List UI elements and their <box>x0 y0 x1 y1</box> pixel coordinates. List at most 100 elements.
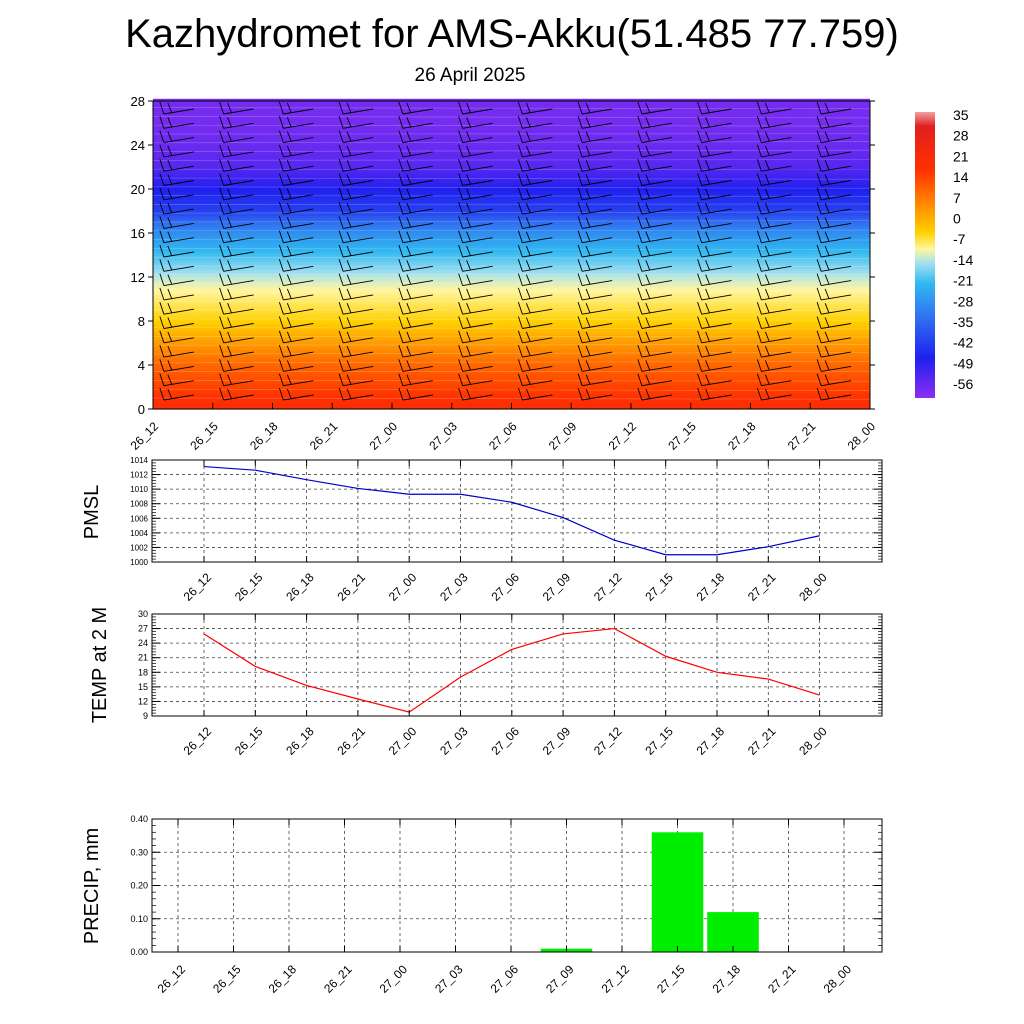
wind-barb <box>637 230 672 244</box>
wind-barb <box>816 230 852 244</box>
wind-barb <box>697 216 732 229</box>
x-tick-label: 27_00 <box>386 570 420 604</box>
wind-barb <box>816 201 852 215</box>
heatmap-band <box>153 120 870 124</box>
wind-barb <box>816 273 852 287</box>
heatmap-band <box>153 138 870 142</box>
wind-barb <box>159 130 194 144</box>
wind-barb <box>458 316 493 329</box>
contour-line <box>152 290 871 293</box>
heatmap-band <box>153 323 870 326</box>
x-tick-label: 27_06 <box>488 724 522 758</box>
x-tick-label: 27_00 <box>386 724 420 758</box>
y-tick-label: 0.00 <box>130 947 148 957</box>
heatmap-band <box>153 162 870 166</box>
contour-line <box>152 361 871 364</box>
heatmap-band <box>153 362 870 366</box>
wind-barb <box>756 130 792 144</box>
x-tick-label: 26_15 <box>232 724 266 758</box>
wind-barb <box>816 359 852 372</box>
wind-barb <box>338 159 374 172</box>
heatmap-band <box>153 288 870 291</box>
x-tick-label: 28_00 <box>821 962 855 996</box>
x-tick-label: 27_09 <box>540 724 574 758</box>
wind-barb <box>398 201 433 215</box>
wind-barb <box>517 316 553 329</box>
wind-barb <box>398 373 433 387</box>
wind-barb <box>577 387 613 401</box>
y-tick-label: 27 <box>138 624 148 634</box>
x-tick-label: 26_15 <box>210 962 244 996</box>
wind-barb <box>458 144 493 158</box>
heatmap-band <box>153 98 870 102</box>
wind-barb <box>278 187 314 201</box>
wind-barb <box>159 344 194 358</box>
wind-barb <box>398 101 433 115</box>
heatmap-x-tick-label: 27_00 <box>367 419 401 453</box>
heatmap-band <box>153 252 870 256</box>
wind-barb <box>219 116 254 129</box>
heatmap-x-tick-label: 27_12 <box>606 419 640 453</box>
wind-barb <box>219 230 254 244</box>
colorbar-labels: 35 28 21 14 7 0 -7 -14 -21 -28 -35 -42 -49 -56 <box>953 107 973 392</box>
wind-barb <box>816 173 852 186</box>
y-tick-label: 1012 <box>130 471 148 480</box>
wind-barb <box>637 273 672 287</box>
heatmap-band <box>153 173 870 177</box>
wind-barb <box>517 144 553 158</box>
wind-barb <box>458 101 493 115</box>
wind-barb <box>159 187 194 201</box>
heatmap-band <box>153 338 870 342</box>
wind-barb <box>398 230 433 244</box>
wind-barb <box>219 130 254 144</box>
wind-barb <box>219 273 254 287</box>
colorbar-label: -28 <box>953 293 973 309</box>
heatmap-band <box>153 211 870 214</box>
heatmap-band <box>153 184 870 188</box>
wind-barb <box>577 173 613 186</box>
heatmap-x-tick-label: 27_09 <box>546 419 580 453</box>
heatmap-band <box>153 123 870 126</box>
wind-barbs <box>159 101 852 401</box>
heatmap-band <box>153 347 870 351</box>
wind-barb <box>159 173 194 186</box>
heatmap-band <box>153 400 870 403</box>
wind-barb <box>278 216 314 229</box>
wind-barb <box>637 144 672 158</box>
wind-barb <box>517 187 553 201</box>
heatmap-band <box>153 233 870 236</box>
precip-bar <box>651 832 704 952</box>
heatmap-band <box>153 153 870 157</box>
wind-barb <box>159 259 194 272</box>
wind-barb <box>219 259 254 272</box>
x-tick-label: 27_21 <box>765 962 799 996</box>
wind-barb <box>338 187 374 201</box>
heatmap-band <box>153 241 870 245</box>
wind-barb <box>159 387 194 401</box>
wind-barb <box>756 216 792 229</box>
x-tick-label: 27_09 <box>540 570 574 604</box>
wind-barb <box>398 330 433 344</box>
wind-barb <box>458 387 493 401</box>
heatmap-band <box>153 279 870 282</box>
x-tick-label: 27_15 <box>654 962 688 996</box>
heatmap-band <box>153 340 870 344</box>
colorbar-label: 21 <box>953 148 969 164</box>
heatmap-band <box>153 178 870 181</box>
x-tick-label: 28_00 <box>796 724 830 758</box>
wind-barb <box>517 373 553 387</box>
wind-barb <box>219 187 254 201</box>
wind-barb <box>816 216 852 229</box>
wind-barb <box>697 316 732 329</box>
x-tick-label: 27_12 <box>599 962 633 996</box>
wind-barb <box>219 159 254 172</box>
heatmap-x-tick-label: 27_21 <box>785 419 819 453</box>
wind-barb <box>278 144 314 158</box>
x-tick-label: 26_12 <box>155 962 189 996</box>
wind-barb <box>697 201 732 215</box>
x-tick-label: 27_12 <box>591 724 625 758</box>
heatmap-band <box>153 369 870 373</box>
colorbar-gradient <box>915 112 935 398</box>
heatmap-band <box>153 222 870 225</box>
heatmap-x-tick-label: 26_21 <box>307 419 341 453</box>
